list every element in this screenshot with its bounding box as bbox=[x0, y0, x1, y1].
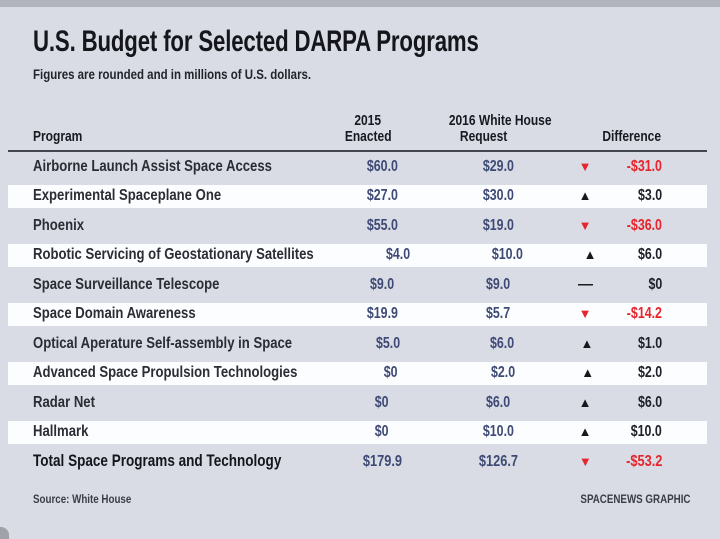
table-row: Airborne Launch Assist Space Access $60.… bbox=[8, 152, 707, 182]
program-name: Optical Aperature Self-assembly in Space bbox=[33, 334, 293, 352]
enacted-2015-value: $0 bbox=[383, 364, 398, 382]
enacted-2015-value: $27.0 bbox=[366, 187, 398, 205]
difference-value: -$14.2 bbox=[626, 305, 662, 323]
request-2016-value: $19.0 bbox=[482, 216, 514, 234]
column-header-difference: Difference bbox=[602, 128, 662, 145]
table-header-row: Program 2015 Enacted 2016 White House Re… bbox=[8, 94, 707, 152]
total-request-value: $126.7 bbox=[478, 452, 519, 470]
arrow-up-icon: ▲ bbox=[578, 394, 592, 410]
difference-value: $1.0 bbox=[637, 334, 662, 352]
total-enacted-value: $179.9 bbox=[363, 452, 403, 470]
table-body: Airborne Launch Assist Space Access $60.… bbox=[8, 152, 707, 447]
program-name: Space Surveillance Telescope bbox=[33, 275, 220, 293]
arrow-up-icon: ▲ bbox=[580, 335, 594, 351]
difference-value: -$36.0 bbox=[626, 216, 662, 234]
request-2016-value: $9.0 bbox=[485, 275, 511, 293]
table-row: Optical Aperature Self-assembly in Space… bbox=[8, 329, 707, 359]
request-2016-value: $30.0 bbox=[482, 187, 514, 205]
arrow-up-icon: ▲ bbox=[578, 424, 592, 440]
top-border-strip bbox=[0, 0, 720, 7]
arrow-down-icon: ▼ bbox=[578, 158, 592, 174]
request-2016-value: $29.0 bbox=[482, 157, 514, 175]
arrow-down-icon: ▼ bbox=[578, 453, 592, 469]
enacted-2015-value: $19.9 bbox=[366, 305, 398, 323]
page-title-text: U.S. Budget for Selected DARPA Programs bbox=[33, 25, 479, 58]
program-name: Hallmark bbox=[33, 423, 89, 441]
table-row: Phoenix $55.0 $19.0 ▼ -$36.0 bbox=[8, 211, 707, 241]
program-name: Advanced Space Propulsion Technologies bbox=[33, 364, 298, 382]
table-total-row: Total Space Programs and Technology $179… bbox=[8, 447, 707, 477]
footer: Source: White House SPACENEWS GRAPHIC bbox=[33, 494, 690, 506]
enacted-2015-value: $55.0 bbox=[366, 216, 398, 234]
column-header-2016-request: 2016 White House Request bbox=[448, 112, 552, 145]
request-2016-value: $10.0 bbox=[492, 246, 524, 264]
enacted-2015-value: $0 bbox=[375, 393, 389, 411]
arrow-down-icon: ▼ bbox=[578, 217, 592, 233]
arrow-down-icon: ▼ bbox=[578, 306, 592, 322]
program-name: Robotic Servicing of Geostationary Satel… bbox=[33, 246, 314, 264]
program-name: Airborne Launch Assist Space Access bbox=[33, 157, 272, 175]
program-name: Experimental Spaceplane One bbox=[33, 187, 222, 205]
total-difference-value: -$53.2 bbox=[625, 452, 663, 470]
arrow-up-icon: ▲ bbox=[583, 247, 597, 263]
table-row: Robotic Servicing of Geostationary Satel… bbox=[8, 240, 707, 270]
request-2016-value: $5.7 bbox=[485, 305, 511, 323]
difference-value: $6.0 bbox=[637, 246, 662, 264]
column-header-2015-enacted: 2015 Enacted bbox=[344, 112, 392, 145]
total-label: Total Space Programs and Technology bbox=[33, 452, 282, 471]
difference-value: $6.0 bbox=[637, 393, 662, 411]
request-2016-value: $10.0 bbox=[482, 423, 514, 441]
enacted-2015-value: $9.0 bbox=[369, 275, 395, 293]
table-row: Hallmark $0 $10.0 ▲ $10.0 bbox=[8, 417, 707, 447]
arrow-up-icon: ▲ bbox=[578, 188, 592, 204]
table-row: Space Surveillance Telescope $9.0 $9.0 —… bbox=[8, 270, 707, 300]
page-subtitle: Figures are rounded and in millions of U… bbox=[33, 66, 720, 82]
photo-corner-artifact bbox=[0, 527, 9, 539]
page-subtitle-text: Figures are rounded and in millions of U… bbox=[33, 66, 312, 82]
dash-icon: — bbox=[578, 275, 593, 293]
source-note: Source: White House bbox=[33, 493, 132, 506]
enacted-2015-value: $0 bbox=[375, 423, 389, 441]
request-2016-value: $2.0 bbox=[491, 364, 516, 382]
page-title: U.S. Budget for Selected DARPA Programs bbox=[33, 26, 720, 57]
difference-value: $3.0 bbox=[637, 187, 662, 205]
request-2016-value: $6.0 bbox=[489, 334, 514, 352]
column-header-program: Program bbox=[33, 128, 83, 145]
table-row: Experimental Spaceplane One $27.0 $30.0 … bbox=[8, 181, 707, 211]
difference-value: $10.0 bbox=[630, 423, 662, 441]
program-name: Space Domain Awareness bbox=[33, 305, 196, 323]
enacted-2015-value: $5.0 bbox=[375, 334, 401, 352]
difference-value: $0 bbox=[648, 275, 662, 293]
table-row: Advanced Space Propulsion Technologies $… bbox=[8, 358, 707, 388]
difference-value: $2.0 bbox=[637, 364, 662, 382]
budget-table: Program 2015 Enacted 2016 White House Re… bbox=[8, 94, 707, 477]
table-row: Space Domain Awareness $19.9 $5.7 ▼ -$14… bbox=[8, 299, 707, 329]
table-row: Radar Net $0 $6.0 ▲ $6.0 bbox=[8, 388, 707, 418]
arrow-up-icon: ▲ bbox=[581, 365, 595, 381]
enacted-2015-value: $60.0 bbox=[366, 157, 398, 175]
request-2016-value: $6.0 bbox=[485, 393, 511, 411]
program-name: Phoenix bbox=[33, 216, 85, 234]
credit-note: SPACENEWS GRAPHIC bbox=[579, 493, 690, 506]
program-name: Radar Net bbox=[33, 393, 95, 411]
enacted-2015-value: $4.0 bbox=[385, 246, 411, 264]
difference-value: -$31.0 bbox=[626, 157, 662, 175]
